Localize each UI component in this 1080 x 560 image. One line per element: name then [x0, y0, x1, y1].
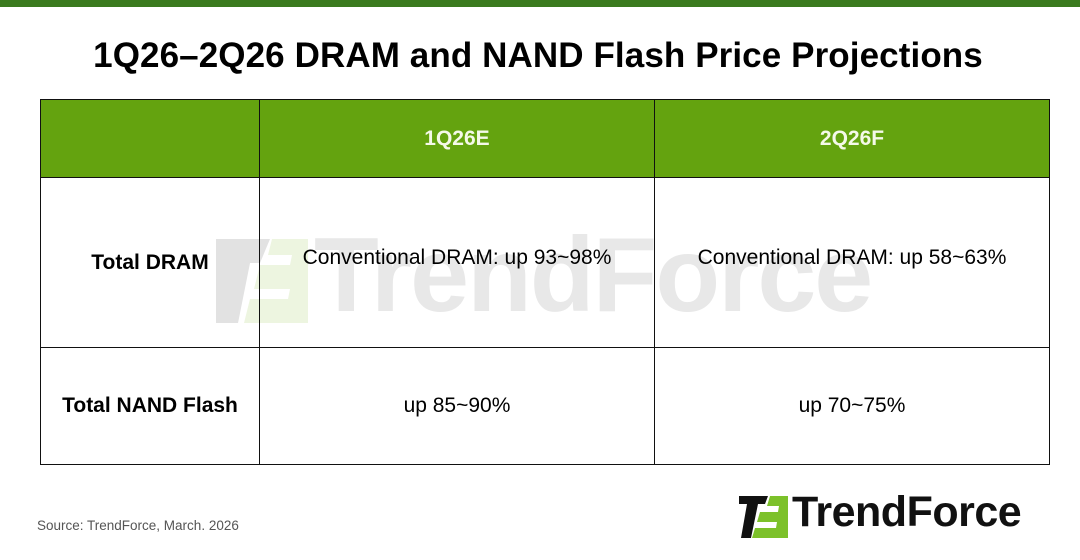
cell-text: Conventional DRAM: up 93~98% — [302, 245, 612, 269]
cell-2q26f: Conventional DRAM: up 58~63% — [654, 177, 1050, 348]
cell-text: Conventional DRAM: up 58~63% — [697, 245, 1007, 269]
table-row: Total NAND Flash up 85~90% up 70~75% — [40, 347, 1050, 465]
price-projection-table: 1Q26E 2Q26F Total DRAM Conventional DRAM… — [40, 99, 1050, 465]
row-label: Total NAND Flash — [40, 347, 260, 465]
cell-2q26f: up 70~75% — [654, 347, 1050, 465]
table-row: Total DRAM Conventional DRAM: up 93~98% … — [40, 177, 1050, 348]
page-title: 1Q26–2Q26 DRAM and NAND Flash Price Proj… — [93, 36, 983, 75]
header-2q26f: 2Q26F — [654, 99, 1050, 178]
cell-1q26e: Conventional DRAM: up 93~98% — [259, 177, 655, 348]
logo-text: TrendForce — [792, 488, 1022, 536]
header-empty — [40, 99, 260, 178]
top-accent-bar — [0, 0, 1080, 7]
header-row: 1Q26E 2Q26F — [40, 99, 1050, 178]
row-label: Total DRAM — [40, 177, 260, 348]
source-note: Source: TrendForce, March. 2026 — [37, 518, 239, 533]
cell-1q26e: up 85~90% — [259, 347, 655, 465]
header-1q26e: 1Q26E — [259, 99, 655, 178]
row-label-text: Total DRAM — [91, 250, 209, 274]
trendforce-logo-icon — [739, 496, 788, 538]
